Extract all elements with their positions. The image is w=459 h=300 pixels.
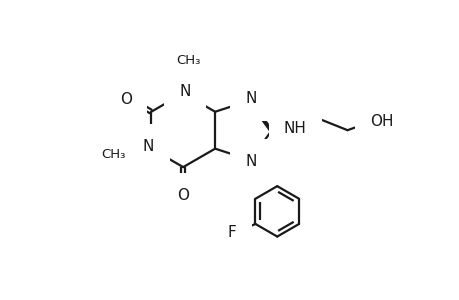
Text: O: O (177, 188, 189, 203)
Text: O: O (119, 92, 132, 106)
Text: N: N (179, 84, 190, 99)
Text: N: N (245, 91, 256, 106)
Text: OH: OH (369, 114, 392, 129)
Text: N: N (245, 154, 256, 169)
Text: F: F (227, 226, 236, 241)
Text: CH₃: CH₃ (101, 148, 125, 160)
Text: N: N (143, 139, 154, 154)
Text: CH₃: CH₃ (176, 54, 200, 68)
Text: NH: NH (283, 121, 306, 136)
